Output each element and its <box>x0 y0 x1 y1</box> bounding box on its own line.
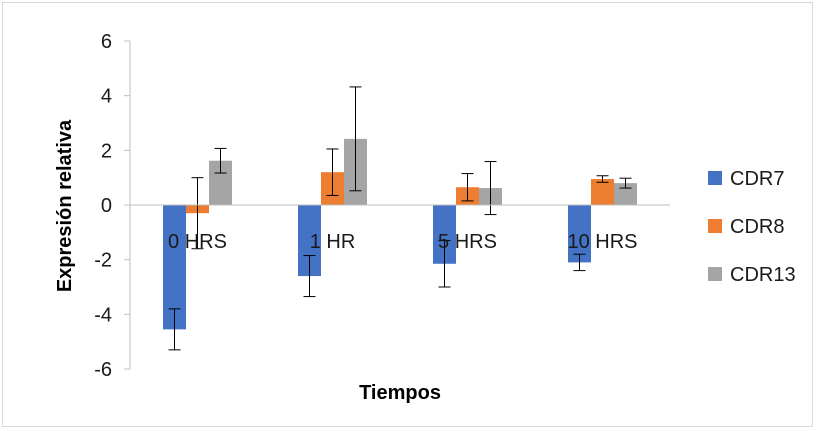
bars-group <box>163 138 637 330</box>
y-tick-label: 2 <box>101 140 112 162</box>
x-axis-title: Tiempos <box>359 382 441 404</box>
category-labels: 0 HRS 1 HR 5 HRS 10 HRS <box>168 231 637 253</box>
bar <box>591 179 614 205</box>
legend-swatch <box>708 267 722 281</box>
y-tick-label: -4 <box>94 304 112 326</box>
y-tick-label: -6 <box>94 359 112 381</box>
y-tick-label: 0 <box>101 195 112 217</box>
y-tick-label: 4 <box>101 86 112 108</box>
y-axis-title: Expresión relativa <box>54 119 76 292</box>
legend-label: CDR13 <box>730 264 796 286</box>
bar <box>163 205 186 330</box>
legend-label: CDR8 <box>730 216 784 238</box>
y-axis: -6 -4 -2 0 2 4 6 <box>94 31 131 381</box>
legend-swatch <box>708 219 722 233</box>
bar <box>568 205 591 263</box>
legend-swatch <box>708 171 722 185</box>
bar <box>209 160 232 205</box>
x-tick-label: 5 HRS <box>438 231 497 253</box>
error-bars-group <box>168 86 632 351</box>
bar <box>298 205 321 277</box>
legend-label: CDR7 <box>730 168 784 190</box>
bar <box>614 183 637 205</box>
chart-frame <box>2 2 813 427</box>
bar <box>433 205 456 264</box>
x-tick-label: 1 HR <box>310 231 356 253</box>
x-tick-label: 10 HRS <box>567 231 637 253</box>
legend: CDR7 CDR8 CDR13 <box>708 168 796 286</box>
y-tick-label: -2 <box>94 250 112 272</box>
x-tick-label: 0 HRS <box>168 231 227 253</box>
y-tick-label: 6 <box>101 31 112 53</box>
